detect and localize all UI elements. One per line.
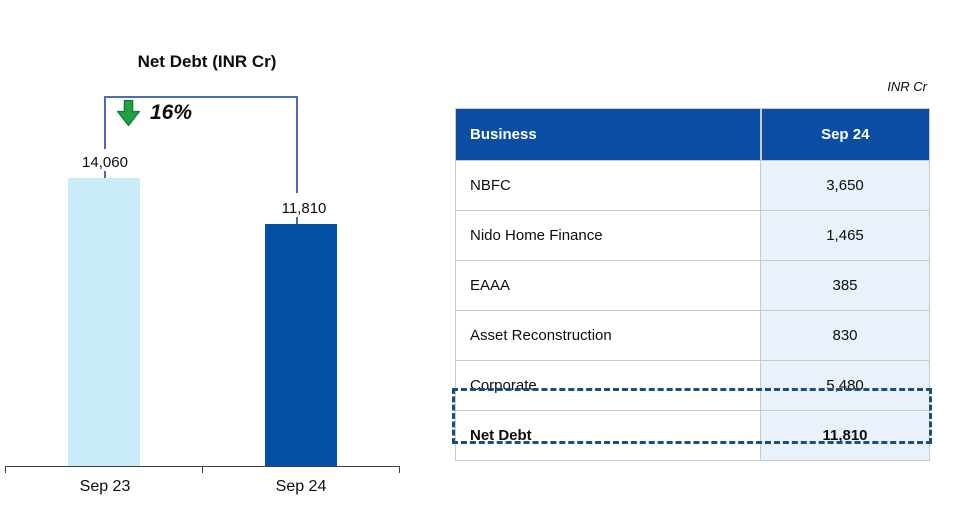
net-debt-table-panel: INR Cr Business Sep 24 NBFC 3,650 Nido H…	[452, 79, 932, 461]
decline-callout: 16%	[116, 99, 192, 127]
business-value-cell: 5,480	[760, 360, 930, 411]
business-value-cell: 830	[760, 310, 930, 361]
business-name-cell: EAAA	[455, 260, 761, 311]
business-name-cell: NBFC	[455, 160, 761, 211]
business-name-cell: Corporate	[455, 360, 761, 411]
bracket-tick-right	[296, 217, 298, 225]
bar-sep24	[265, 224, 337, 467]
x-axis-tick	[399, 466, 400, 473]
bracket-line-right	[296, 96, 298, 193]
table-row: Asset Reconstruction 830	[455, 310, 930, 361]
net-debt-bar-chart: Net Debt (INR Cr) 16% 14,060 11,810 Sep …	[0, 0, 430, 527]
bar-value-label-sep23: 14,060	[82, 154, 128, 171]
business-value-cell: 1,465	[760, 210, 930, 261]
table-row: Corporate 5,480	[455, 360, 930, 411]
table-unit-label: INR Cr	[887, 79, 927, 94]
column-header-sep24: Sep 24	[760, 108, 930, 161]
bar-sep23	[68, 178, 140, 467]
net-debt-label-cell: Net Debt	[455, 410, 761, 461]
green-down-arrow-icon	[116, 99, 141, 127]
x-axis-tick	[5, 466, 6, 473]
table-row: Nido Home Finance 1,465	[455, 210, 930, 261]
bracket-line-left	[104, 96, 106, 149]
table-row: EAAA 385	[455, 260, 930, 311]
business-value-cell: 3,650	[760, 160, 930, 211]
business-name-cell: Asset Reconstruction	[455, 310, 761, 361]
table-header-row: Business Sep 24	[455, 108, 930, 161]
net-debt-table-wrap: Business Sep 24 NBFC 3,650 Nido Home Fin…	[452, 108, 932, 461]
table-total-row: Net Debt 11,810	[455, 410, 930, 461]
x-axis-label-sep23: Sep 23	[79, 478, 131, 495]
chart-title: Net Debt (INR Cr)	[137, 52, 277, 71]
table-row: NBFC 3,650	[455, 160, 930, 211]
decline-percent-label: 16%	[150, 101, 193, 124]
business-name-cell: Nido Home Finance	[455, 210, 761, 261]
column-header-business: Business	[455, 108, 762, 161]
business-value-cell: 385	[760, 260, 930, 311]
net-debt-value-cell: 11,810	[760, 410, 930, 461]
bracket-tick-left	[104, 171, 106, 179]
x-axis-tick	[202, 466, 203, 473]
net-debt-table: Business Sep 24 NBFC 3,650 Nido Home Fin…	[455, 108, 930, 461]
bar-value-label-sep24: 11,810	[281, 200, 327, 217]
bracket-line-horizontal	[104, 96, 298, 98]
x-axis-label-sep24: Sep 24	[275, 478, 327, 495]
